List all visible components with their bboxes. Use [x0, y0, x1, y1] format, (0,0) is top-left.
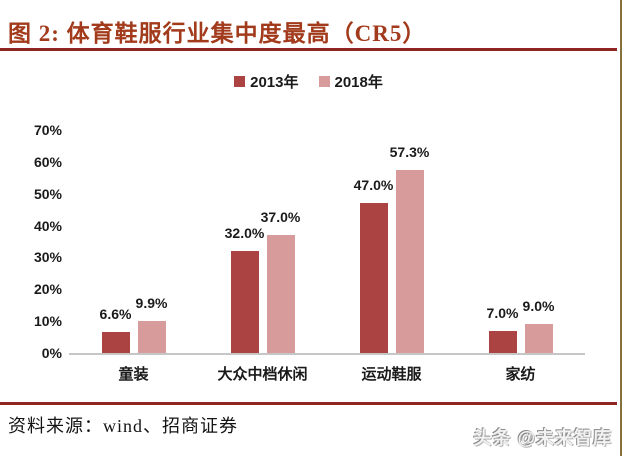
y-tick-label: 10% [33, 313, 62, 330]
legend-label-2018: 2018年 [334, 74, 383, 91]
right-edge-line [620, 0, 622, 456]
y-tick-label: 60% [33, 153, 62, 170]
x-axis-label-大众中档休闲: 大众中档休闲 [217, 366, 308, 383]
y-tick-label: 50% [33, 185, 62, 202]
legend-swatch-2013 [234, 76, 246, 87]
value-label-2018年-童装: 9.9% [135, 295, 168, 312]
watermark: 头条 @未来智库 [473, 428, 612, 448]
bar-2013年-运动鞋服 [359, 203, 388, 353]
footer-rule [0, 402, 617, 405]
legend-label-2013: 2013年 [250, 74, 299, 91]
y-tick-label: 40% [33, 217, 62, 234]
x-axis-labels: 童装 大众中档休闲 运动鞋服 家纺 [69, 363, 585, 385]
x-axis-label-运动鞋服: 运动鞋服 [361, 366, 422, 383]
legend-item-2013: 2013年 [234, 71, 299, 92]
value-label-2013年-大众中档休闲: 32.0% [224, 225, 265, 242]
bar-2013年-家纺 [488, 330, 517, 353]
bar-2018年-大众中档休闲 [266, 235, 295, 353]
value-label-2013年-家纺: 7.0% [486, 304, 519, 321]
bar-2018年-童装 [137, 321, 166, 353]
bar-2013年-童装 [101, 331, 130, 353]
bar-2018年-运动鞋服 [395, 170, 424, 353]
chart-legend: 2013年 2018年 [0, 71, 617, 92]
figure-title: 图 2: 体育鞋服行业集中度最高（CR5） [8, 21, 427, 46]
y-tick-label: 70% [33, 122, 62, 138]
value-label-2013年-童装: 6.6% [99, 305, 132, 322]
x-axis-label-童装: 童装 [118, 366, 149, 383]
y-tick-label: 20% [33, 281, 62, 298]
y-tick-label: 0% [41, 345, 62, 361]
bar-2018年-家纺 [524, 324, 553, 353]
legend-item-2018: 2018年 [318, 71, 383, 92]
source-line: 资料来源：wind、招商证券 [8, 416, 238, 436]
plot-area: 6.6% 9.9% 32.0% 37.0% 47.0% 57.3% 7.0% 9.0% [69, 130, 585, 355]
value-label-2018年-大众中档休闲: 37.0% [260, 209, 301, 226]
y-axis: 0% 10% 20% 30% 40% 50% 60% 70% [0, 0, 62, 456]
y-tick-label: 30% [33, 249, 62, 266]
x-axis-label-家纺: 家纺 [505, 366, 536, 383]
bar-2013年-大众中档休闲 [230, 251, 259, 353]
value-label-2018年-运动鞋服: 57.3% [389, 144, 430, 161]
value-label-2013年-运动鞋服: 47.0% [353, 177, 394, 194]
value-label-2018年-家纺: 9.0% [522, 298, 555, 315]
title-underline [0, 48, 617, 51]
legend-swatch-2018 [318, 76, 330, 87]
